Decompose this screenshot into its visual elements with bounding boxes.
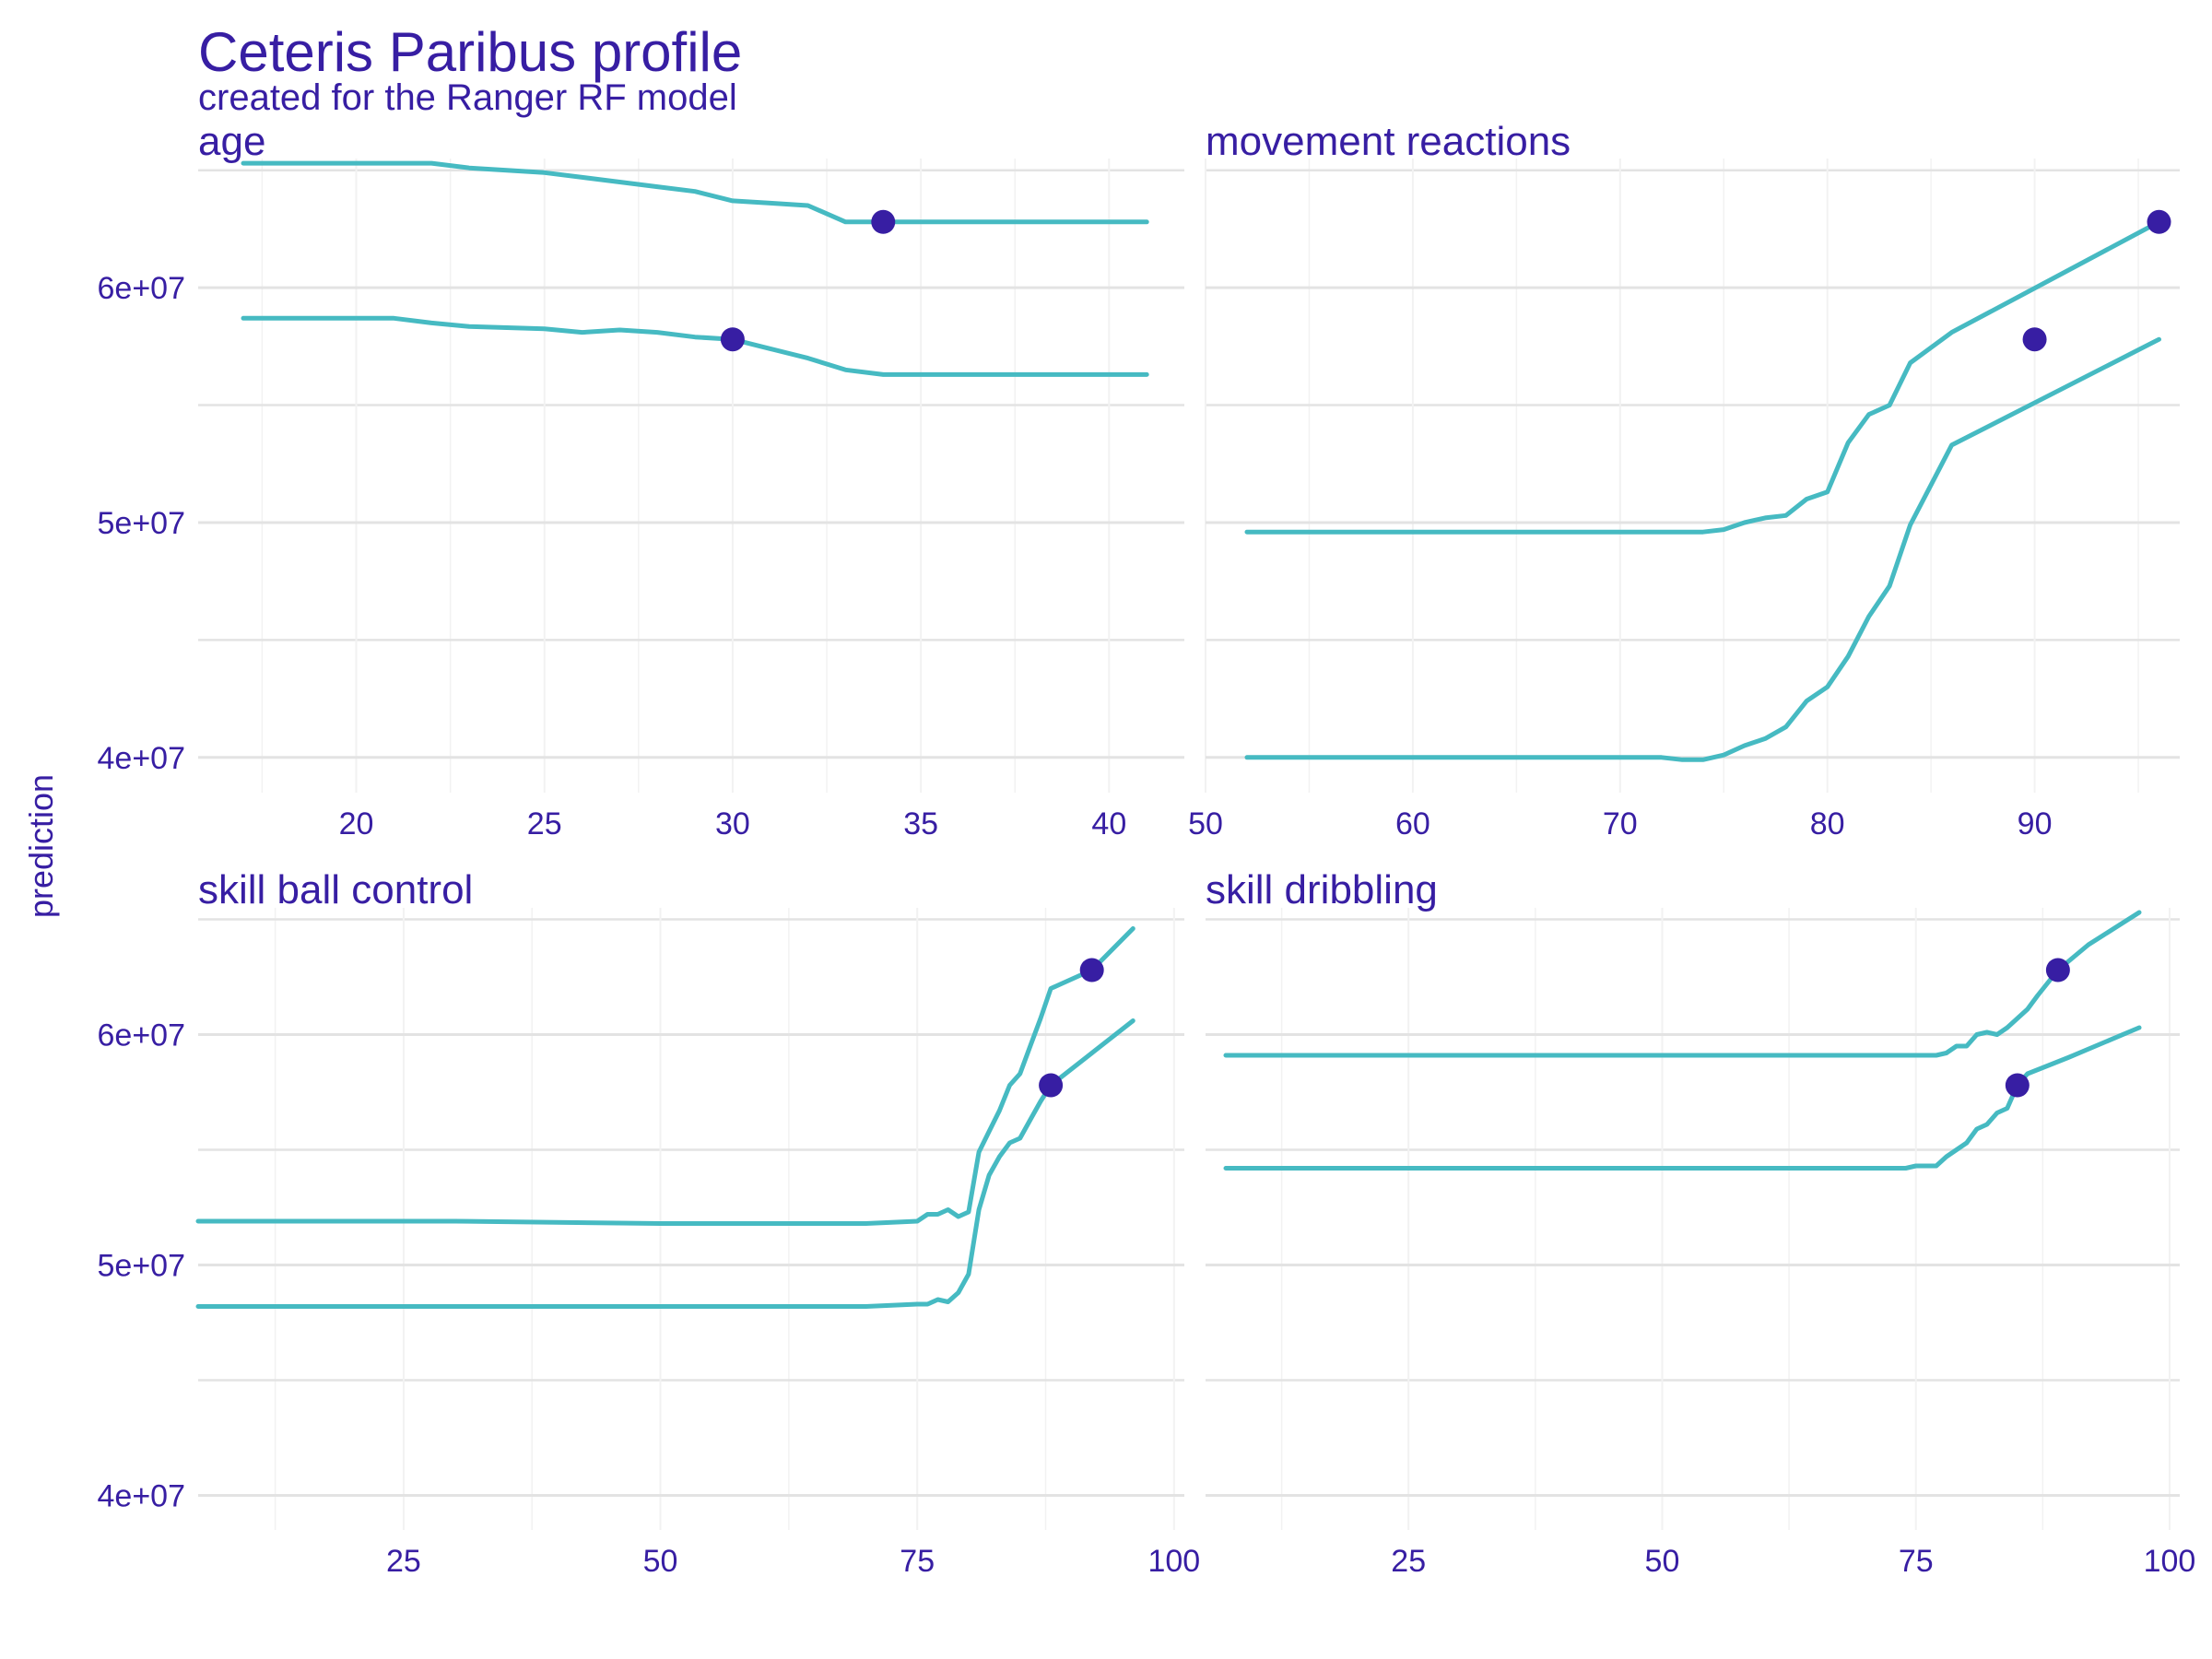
x-tick-label: 25: [527, 806, 562, 841]
x-tick-label: 80: [1810, 806, 1845, 841]
y-tick-label: 4e+07: [98, 1479, 186, 1514]
observation-point: [2022, 327, 2047, 352]
x-tick-label: 35: [903, 806, 938, 841]
profile-line-1: [241, 160, 1149, 225]
y-tick-label: 5e+07: [98, 506, 186, 541]
panel-age: age 4e+07 5e+07 6e+07 20 25 30 35 40: [98, 119, 1184, 841]
observation-point: [871, 209, 896, 234]
observation-point: [2005, 1073, 2030, 1098]
profile-line-1: [195, 926, 1135, 1226]
facet-strip-label: skill dribbling: [1206, 867, 1438, 912]
observation-point: [1079, 958, 1104, 982]
panel-movement-reactions: movement reactions 50 60 70 80 90: [1188, 119, 2180, 841]
y-axis-label: prediction: [22, 774, 60, 918]
profile-line-2: [195, 1018, 1135, 1309]
x-tick-label: 90: [2018, 806, 2053, 841]
x-tick-label: 70: [1603, 806, 1638, 841]
x-tick-label: 50: [643, 1544, 678, 1579]
x-tick-label: 75: [1899, 1544, 1934, 1579]
y-tick-label: 6e+07: [98, 1018, 186, 1053]
profile-line-2: [1244, 336, 2161, 762]
x-tick-label: 50: [1645, 1544, 1680, 1579]
profile-line-1: [1244, 219, 2161, 535]
observation-point: [1039, 1073, 1064, 1098]
profile-line-1: [1223, 910, 2142, 1058]
profile-line-2: [241, 315, 1149, 377]
x-tick-label: 30: [715, 806, 750, 841]
x-tick-label: 40: [1091, 806, 1126, 841]
panel-skill-ball-control: skill ball control 4e+07 5e+07 6e+07 25 50 75 1…: [98, 867, 1201, 1579]
profile-line-2: [1223, 1025, 2142, 1171]
y-tick-label: 6e+07: [98, 271, 186, 306]
y-tick-label: 4e+07: [98, 741, 186, 776]
facet-panels: age 4e+07 5e+07 6e+07 20 25 30 35 40 movement rea…: [98, 119, 2196, 1579]
panel-skill-dribbling: skill dribbling 25 50 75 100: [1206, 867, 2195, 1579]
observation-point: [720, 327, 745, 352]
x-tick-label: 75: [900, 1544, 935, 1579]
x-tick-label: 50: [1188, 806, 1223, 841]
x-tick-label: 60: [1395, 806, 1430, 841]
observation-point: [2045, 958, 2070, 982]
facet-strip-label: movement reactions: [1206, 119, 1571, 164]
facet-strip-label: age: [198, 119, 265, 164]
y-tick-label: 5e+07: [98, 1249, 186, 1284]
x-tick-label: 25: [386, 1544, 421, 1579]
x-tick-label: 20: [339, 806, 374, 841]
x-tick-label: 100: [1147, 1544, 1200, 1579]
chart-subtitle: created for the Ranger RF model: [198, 77, 737, 118]
x-tick-label: 100: [2144, 1544, 2196, 1579]
facet-strip-label: skill ball control: [198, 867, 473, 912]
chart-title: Ceteris Paribus profile: [198, 21, 743, 83]
x-tick-label: 25: [1391, 1544, 1426, 1579]
observation-point: [2147, 209, 2171, 234]
